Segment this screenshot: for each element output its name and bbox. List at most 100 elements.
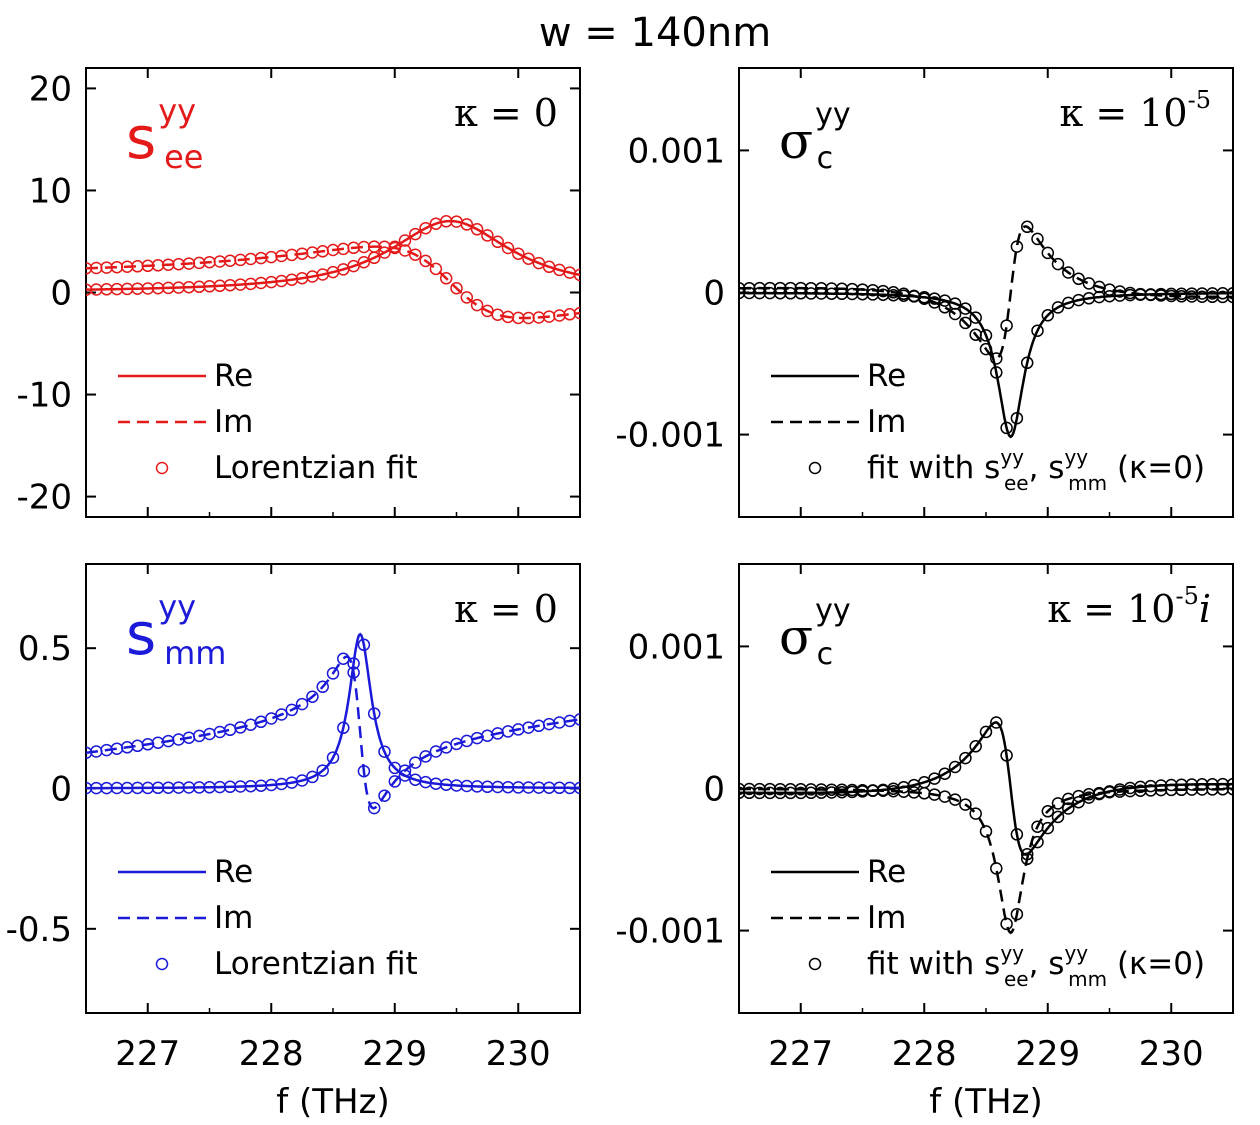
legend-im-label: Im (214, 900, 253, 936)
y-tick-label: 0.001 (628, 627, 725, 667)
fit-point-re (512, 247, 525, 260)
series-re-line (86, 219, 580, 291)
symbol-sup: yy (158, 588, 196, 626)
fit-point-re (979, 329, 993, 342)
series-re-line (739, 291, 1233, 439)
fit-point-im (470, 298, 484, 312)
fit-point-re (522, 252, 535, 265)
y-tick-label: -0.001 (615, 912, 725, 952)
kappa-text: κ = 0 (454, 91, 558, 135)
fit-point-re (573, 781, 580, 795)
panel-symbol: syy ee (126, 92, 203, 176)
fit-point-re (367, 707, 381, 720)
symbol-base: σ (779, 608, 813, 666)
fit-point-im (1051, 257, 1065, 271)
legend-im-label: Im (214, 404, 253, 440)
legend-fit-end: (κ=0) (1107, 450, 1205, 486)
fit-point-re (378, 246, 391, 259)
fit-point-im (1062, 266, 1075, 279)
fit-point-im (1020, 220, 1034, 234)
symbol-base: s (126, 600, 156, 668)
fit-point-re (990, 716, 1003, 729)
fit-point-re (1010, 828, 1024, 841)
legend-fit-sup: yy (1000, 445, 1024, 469)
y-tick-label: 0.001 (628, 131, 725, 171)
fit-point-re (1072, 795, 1085, 809)
fit-point-re (316, 764, 329, 777)
fit-point-im (1226, 782, 1233, 796)
fit-point-re (794, 287, 808, 300)
fit-point-re (1051, 810, 1065, 824)
series-im-line (86, 245, 580, 320)
fit-point-im (979, 825, 993, 838)
legend-fit-label: Lorentzian fit (214, 450, 418, 486)
fit-point-re (1031, 835, 1044, 849)
y-tick-label: 0.5 (18, 629, 72, 669)
panel-symbol: σyy c (779, 593, 851, 672)
curves (86, 215, 580, 325)
kappa-suffix: i (1199, 587, 1211, 631)
fit-point-re (501, 241, 515, 255)
fit-point-re (398, 769, 412, 782)
fit-point-re (1000, 749, 1013, 762)
fit-point-re (979, 725, 993, 739)
fit-point-im (1010, 907, 1024, 921)
fit-point-re (512, 781, 525, 794)
legend-fit-sub: mm (1068, 471, 1107, 495)
fit-point-im (316, 680, 329, 694)
legend-fit-label: fit with syy ee, syy mm (κ=0) (867, 445, 1205, 495)
kappa-label: κ = 10-5i (1047, 582, 1211, 631)
y-tick-label: 20 (29, 69, 72, 109)
fit-point-im (419, 750, 432, 763)
fit-point-re (470, 223, 484, 236)
fit-point-re (141, 781, 155, 795)
fit-point-im (512, 311, 525, 325)
fit-point-re (306, 770, 319, 784)
fit-point-re (1165, 778, 1178, 792)
legend-fit-text: fit with s (867, 450, 1000, 486)
fit-point-re (481, 229, 494, 242)
fit-point-re (337, 721, 350, 735)
fit-point-re (969, 311, 982, 324)
legend-re-label: Re (214, 854, 253, 890)
legend-re-label: Re (867, 854, 906, 890)
fit-point-im (573, 306, 580, 320)
fit-point-im (1072, 272, 1085, 286)
symbol-sup: yy (158, 92, 196, 130)
fit-point-im (450, 281, 463, 295)
fit-point-im (1051, 797, 1065, 810)
fit-point-im (1082, 277, 1096, 290)
kappa-text: κ = 10 (1060, 91, 1188, 135)
kappa-label: κ = 0 (454, 587, 558, 631)
fit-point-re (1051, 301, 1065, 314)
symbol-sub: mm (164, 634, 226, 672)
legend-fit-mid: , s (1029, 946, 1065, 982)
fit-point-im (990, 862, 1003, 875)
fit-point-re (378, 745, 391, 758)
fit-point-im (419, 254, 432, 268)
symbol-sup: yy (815, 593, 851, 628)
fit-point-im (794, 281, 808, 295)
fit-point-im (573, 713, 580, 726)
fit-point-im (367, 801, 381, 815)
legend-re-label: Re (867, 358, 906, 394)
panel-s_mm: 227 228 229 230 0.5 0 -0.5 f (THz) syy mm κ = 0 Re I… (6, 563, 581, 1122)
fit-point-re (347, 657, 360, 670)
figure-title: w = 140nm (538, 10, 772, 56)
fit-point-re (1031, 324, 1044, 337)
symbol-sub: c (817, 637, 834, 672)
fit-point-re (959, 751, 972, 765)
fit-point-re (573, 268, 580, 282)
fit-point-re (959, 302, 972, 315)
legend-fit-label: fit with syy ee, syy mm (κ=0) (867, 941, 1205, 991)
symbol-base: s (126, 104, 156, 172)
fit-point-re (1226, 286, 1233, 300)
legend-fit-sub: mm (1068, 967, 1107, 991)
fit-point-re (1000, 421, 1013, 435)
legend-fit-sup: yy (1000, 941, 1024, 965)
kappa-exponent: -5 (1175, 582, 1198, 610)
x-tick-label: 230 (1139, 1034, 1204, 1074)
fit-point-im (969, 807, 982, 820)
fit-point-re (409, 227, 422, 241)
